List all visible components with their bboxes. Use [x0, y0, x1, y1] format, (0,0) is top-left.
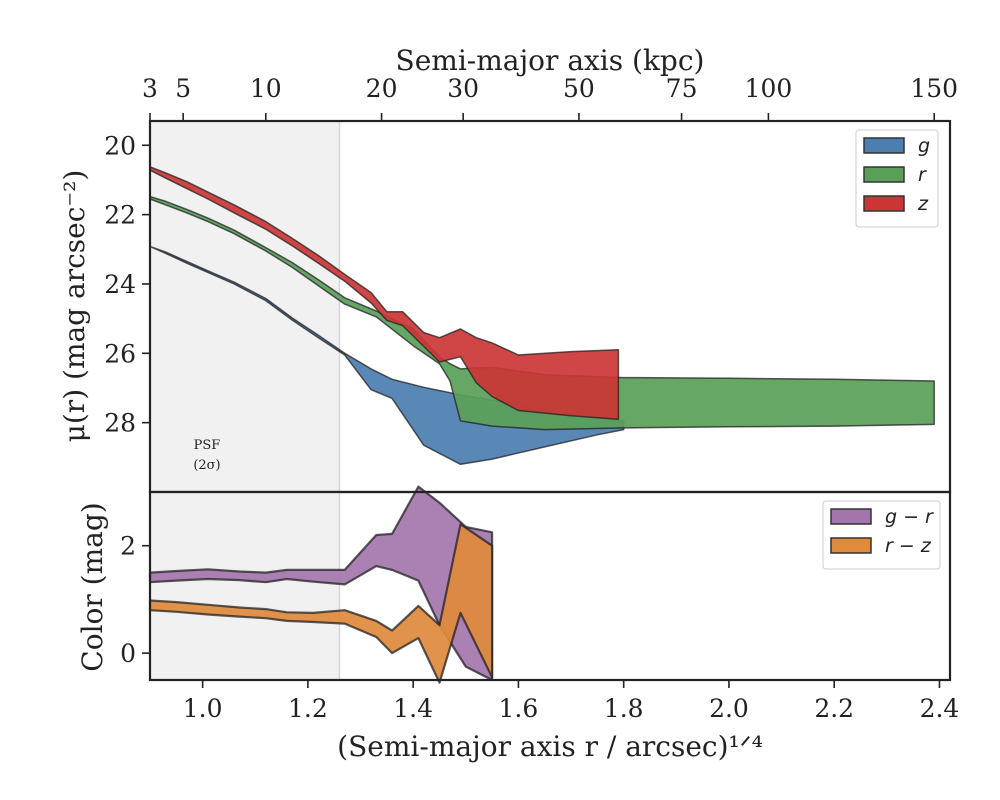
- y-tick-label: 20: [104, 131, 136, 160]
- legend-label-r: r: [918, 164, 927, 186]
- x-tick-label: 1.4: [393, 694, 433, 723]
- legend-swatch-z: [863, 195, 905, 212]
- top-x-tick-label: 20: [366, 74, 398, 103]
- legend-label-g: g: [918, 135, 930, 157]
- y-tick-label: 26: [104, 339, 136, 368]
- psf-label: PSF: [194, 438, 221, 453]
- legend-swatch-rz: [830, 537, 872, 554]
- top-x-tick-label: 50: [563, 74, 595, 103]
- y-tick-label: 28: [104, 409, 136, 438]
- top-x-tick-label: 3: [142, 74, 158, 103]
- x-tick-label: 1.6: [499, 694, 539, 723]
- legend-label-gr: g − r: [885, 506, 934, 528]
- top-x-tick-label: 150: [910, 74, 958, 103]
- series-band-z: [149, 166, 620, 420]
- y-tick-label: 24: [104, 270, 136, 299]
- top-x-tick-label: 10: [250, 74, 282, 103]
- psf-shaded-region: [150, 121, 340, 492]
- legend-label-z: z: [917, 193, 929, 215]
- psf-shaded-region-color: [150, 492, 340, 680]
- series-band-rz: [148, 523, 494, 684]
- color-y-tick-label: 0: [120, 639, 136, 668]
- x-tick-label: 1.2: [288, 694, 328, 723]
- x-tick-label: 1.0: [183, 694, 223, 723]
- legend-swatch-r: [863, 166, 905, 183]
- psf-sigma-label: (2σ): [193, 458, 220, 473]
- x-tick-label: 2.0: [709, 694, 749, 723]
- y-tick-label: 22: [104, 201, 136, 230]
- top-x-tick-label: 5: [175, 74, 191, 103]
- color-panel: 0 2 1.0 1.2 1.4 1.6 1.8 2.0 2.2 2.4 g − r r − z: [120, 485, 960, 723]
- x-tick-label: 1.8: [604, 694, 644, 723]
- top-x-tick-label: 30: [447, 74, 479, 103]
- x-tick-label: 2.2: [814, 694, 854, 723]
- top-x-tick-label: 100: [745, 74, 793, 103]
- x-tick-label: 2.4: [920, 694, 960, 723]
- legend-label-rz: r − z: [885, 535, 932, 557]
- legend-swatch-g: [863, 137, 905, 154]
- top-x-axis-title: Semi-major axis (kpc): [396, 44, 705, 77]
- top-x-tick-label: 75: [666, 74, 698, 103]
- legend-swatch-gr: [830, 508, 872, 525]
- bottom-y-axis-title: Color (mag): [76, 502, 109, 671]
- surface-brightness-panel: PSF (2σ) 20 22 24 26 28 3 5 10 20 30 50 75 100 150 grz: [104, 74, 958, 494]
- color-y-tick-label: 2: [120, 532, 136, 561]
- bottom-x-axis-title: (Semi-major axis r / arcsec)¹ᐟ⁴: [337, 730, 763, 763]
- bottom-plot-frame: [148, 490, 952, 682]
- top-y-axis-title: μ(r) (mag arcsec⁻²): [58, 170, 91, 443]
